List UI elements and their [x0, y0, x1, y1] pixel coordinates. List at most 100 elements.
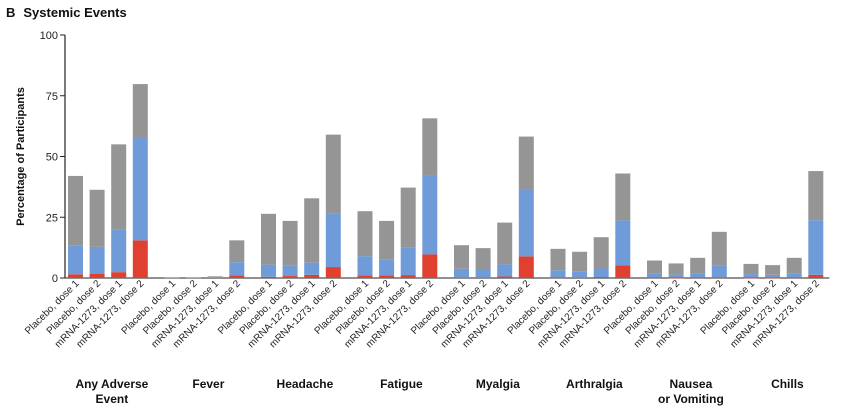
chart-title: Systemic Events	[23, 5, 127, 20]
bar-segment-grade1	[550, 248, 566, 271]
category-label: Myalgia	[476, 377, 520, 391]
bar-segment-grade3	[550, 277, 566, 279]
panel-heading: B Systemic Events	[6, 5, 135, 20]
bar-segment-grade2	[743, 274, 759, 278]
bar-segment-grade3	[615, 265, 631, 278]
category-label: Nausea	[670, 377, 713, 391]
bar-segment-grade2	[765, 274, 781, 278]
bar-segment-grade1	[379, 220, 395, 260]
bar-segment-grade3	[357, 275, 373, 278]
bar-segment-grade1	[325, 134, 341, 214]
category-label: Chills	[771, 377, 804, 391]
bar-segment-grade1	[593, 237, 609, 269]
bar-segment-grade3	[572, 277, 588, 278]
bar-segment-grade2	[615, 220, 631, 266]
bar-segment-grade2	[132, 137, 148, 241]
bar-segment-grade3	[475, 277, 491, 278]
bar-segment-grade2	[454, 268, 469, 278]
bar-segment-grade2	[572, 271, 588, 278]
bar-segment-grade2	[282, 265, 298, 277]
category-label: or Vomiting	[658, 392, 724, 406]
bar-segment-grade2	[89, 246, 105, 274]
bar-segment-grade2	[207, 277, 223, 278]
category-label: Fever	[192, 377, 224, 391]
bar-segment-grade1	[186, 277, 202, 278]
bar-segment-grade2	[422, 175, 438, 255]
bar-segment-grade3	[518, 256, 534, 278]
bar-segment-grade1	[282, 220, 298, 266]
bar-segment-grade2	[690, 273, 706, 278]
y-tick-label: 75	[46, 91, 58, 103]
bar-segment-grade3	[282, 276, 298, 278]
bar-segment-grade3	[786, 277, 802, 279]
bar-segment-grade3	[111, 272, 127, 278]
bar-segment-grade3	[89, 273, 105, 278]
bar-segment-grade3	[132, 240, 148, 278]
bar-segment-grade3	[743, 277, 759, 279]
bar-segment-grade2	[325, 213, 341, 268]
bar-segment-grade3	[229, 275, 245, 278]
y-tick-label: 0	[52, 273, 58, 285]
category-label: Arthralgia	[566, 377, 623, 391]
bar-segment-grade1	[475, 248, 491, 270]
bar-segment-grade1	[400, 187, 416, 248]
bar-segment-grade3	[808, 274, 824, 278]
bar-segment-grade3	[593, 277, 609, 278]
bar-segment-grade2	[647, 273, 662, 278]
bar-segment-grade1	[615, 173, 631, 221]
bar-segment-grade3	[400, 275, 416, 278]
panel-letter: B	[6, 5, 16, 20]
bar-segment-grade1	[765, 265, 781, 275]
bar-segment-grade3	[497, 276, 513, 278]
bar-segment-grade1	[68, 175, 83, 246]
y-axis-label: Percentage of Participants	[15, 87, 27, 226]
bar-segment-grade1	[164, 277, 180, 278]
y-tick-label: 25	[46, 212, 58, 224]
bar-segment-grade2	[668, 274, 684, 278]
bar-segment-grade1	[207, 276, 223, 278]
bar-segment-grade1	[690, 257, 706, 274]
y-tick-label: 100	[40, 30, 58, 42]
bar-segment-grade3	[711, 277, 727, 279]
bar-segment-grade1	[454, 245, 469, 269]
bar-segment-grade2	[786, 273, 802, 278]
bar-segment-grade2	[550, 270, 566, 278]
category-label: Event	[96, 392, 129, 406]
bar-segment-grade3	[379, 275, 395, 278]
bar-segment-grade3	[304, 274, 320, 278]
bar-segment-grade1	[111, 144, 127, 230]
category-label: Headache	[277, 377, 334, 391]
bar-segment-grade2	[711, 265, 727, 278]
bar-segment-grade1	[518, 136, 534, 190]
bar-segment-grade3	[668, 277, 684, 279]
bar-segment-grade2	[357, 256, 373, 276]
bar-segment-grade3	[68, 274, 83, 278]
bar-segment-grade1	[229, 240, 245, 263]
category-label: Fatigue	[380, 377, 423, 391]
bar-segment-grade1	[422, 118, 438, 176]
bars-group	[68, 84, 824, 279]
bar-segment-grade2	[593, 268, 609, 278]
bar-segment-grade1	[711, 231, 727, 266]
bar-segment-grade3	[422, 254, 438, 278]
bar-segment-grade2	[229, 262, 245, 276]
category-label: Any Adverse	[75, 377, 148, 391]
bar-segment-grade1	[357, 211, 373, 257]
bar-segment-grade1	[304, 198, 320, 263]
bar-segment-grade2	[261, 264, 276, 277]
bar-segment-grade2	[68, 245, 83, 275]
bar-segment-grade1	[132, 84, 148, 138]
bar-segment-grade3	[690, 277, 706, 279]
bar-segment-grade1	[572, 251, 588, 272]
bar-segment-grade3	[647, 277, 662, 279]
bar-segment-grade3	[765, 277, 781, 279]
bar-segment-grade1	[808, 171, 824, 221]
bar-segment-grade1	[668, 263, 684, 275]
bar-segment-grade1	[647, 260, 662, 274]
bar-segment-grade2	[111, 229, 127, 273]
y-tick-label: 50	[46, 152, 58, 164]
bar-segment-grade1	[786, 257, 802, 274]
bar-segment-grade1	[261, 213, 276, 265]
bar-segment-grade1	[497, 222, 513, 265]
